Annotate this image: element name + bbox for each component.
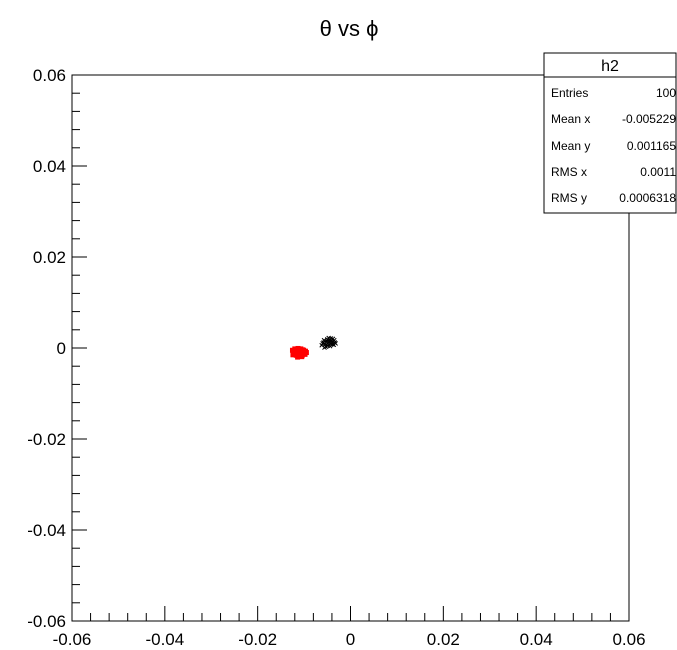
x-tick-label: 0.04 — [520, 630, 553, 649]
stats-value-rms-x: 0.0011 — [640, 165, 676, 179]
data-points — [289, 335, 339, 360]
data-point-black — [322, 345, 327, 350]
y-tick-label: 0 — [57, 339, 66, 358]
stats-box-frame — [543, 52, 677, 214]
x-tick-label: 0.06 — [612, 630, 645, 649]
data-point-black — [331, 337, 337, 343]
stats-label-rms-x: RMS x — [551, 165, 587, 179]
data-point-red — [295, 354, 301, 360]
y-tick-label: -0.02 — [27, 430, 66, 449]
x-tick-label: -0.02 — [238, 630, 277, 649]
data-point-red — [292, 346, 298, 352]
y-tick-label: 0.02 — [33, 248, 66, 267]
stats-value-mean-y: 0.001165 — [627, 139, 676, 153]
data-point-red — [290, 352, 296, 358]
y-tick-label: -0.04 — [27, 521, 66, 540]
data-point-black — [330, 342, 335, 347]
axis-ticks: -0.06 -0.04 -0.02 0 0.02 0.04 0.06 0.06 0.04 0.02… — [27, 66, 645, 649]
x-tick-label: -0.04 — [145, 630, 184, 649]
data-point-black — [333, 341, 339, 346]
data-point-red — [296, 349, 302, 355]
stats-label-mean-y: Mean y — [551, 139, 590, 153]
y-tick-label: -0.06 — [27, 612, 66, 631]
stats-label-mean-x: Mean x — [551, 112, 590, 126]
y-tick-label: 0.06 — [33, 66, 66, 85]
x-tick-label: 0 — [346, 630, 355, 649]
chart-title: θ vs ϕ — [320, 16, 379, 41]
data-point-black — [321, 337, 327, 343]
data-point-red — [300, 349, 306, 355]
stats-box-name: h2 — [601, 58, 619, 75]
data-point-red — [295, 345, 301, 351]
stats-value-mean-x: -0.005229 — [622, 112, 676, 126]
stats-label-rms-y: RMS y — [551, 191, 587, 205]
y-tick-label: 0.04 — [33, 157, 66, 176]
data-point-black — [328, 336, 334, 341]
stats-label-entries: Entries — [551, 86, 588, 100]
data-point-red — [298, 346, 304, 352]
data-point-red — [299, 354, 305, 360]
stats-box: h2 Entries 100 Mean x -0.005229 Mean y 0… — [543, 52, 677, 214]
stats-value-rms-y: 0.0006318 — [619, 191, 676, 205]
x-tick-label: 0.02 — [427, 630, 460, 649]
data-point-black — [320, 341, 326, 346]
x-tick-label: -0.06 — [53, 630, 92, 649]
stats-value-entries: 100 — [656, 86, 676, 100]
